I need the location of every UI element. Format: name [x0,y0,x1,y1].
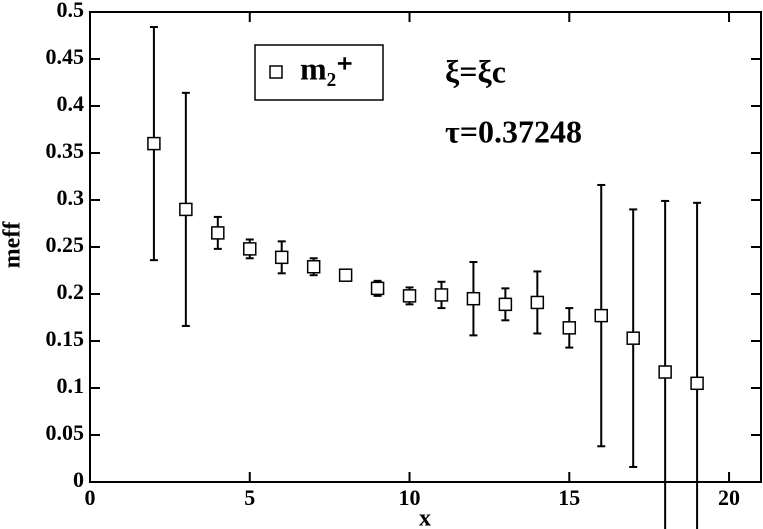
point [434,288,449,302]
point [243,242,257,256]
point [370,281,385,296]
x-tick-label: 15 [558,485,580,510]
plot-frame [89,11,762,483]
y-tick-label: 0.05 [46,420,85,445]
legend-marker [269,65,283,79]
legend-box [254,44,384,101]
x-tick-label: 20 [718,485,740,510]
point [402,289,417,303]
y-tick-label: 0.3 [57,185,85,210]
point [690,376,704,391]
y-axis-label: meff [0,221,26,269]
point [179,202,193,217]
point [530,295,545,310]
y-tick-label: 0.15 [46,326,85,351]
y-tick-label: 0.25 [46,232,85,257]
point [338,268,353,282]
point [562,321,577,335]
y-tick-label: 0.2 [57,279,85,304]
point [211,226,225,240]
x-axis-label: x [419,506,431,529]
x-tick-label: 5 [244,485,255,510]
point [147,136,161,151]
annotation: ξ=ξc [445,53,506,89]
point [658,365,672,379]
point [594,308,608,323]
point [306,259,321,274]
point [498,297,513,312]
legend-label: m₂⁺ [300,50,353,86]
point [274,250,289,265]
point [626,331,640,345]
y-tick-label: 0 [73,467,84,492]
y-tick-label: 0.5 [57,0,85,22]
y-tick-label: 0.45 [46,44,85,69]
y-tick-label: 0.1 [57,373,85,398]
y-tick-label: 0.35 [46,138,85,163]
x-tick-label: 0 [85,485,96,510]
point [466,291,481,306]
x-tick-label: 10 [399,485,421,510]
annotation: τ=0.37248 [445,113,582,149]
y-tick-label: 0.4 [57,91,85,116]
